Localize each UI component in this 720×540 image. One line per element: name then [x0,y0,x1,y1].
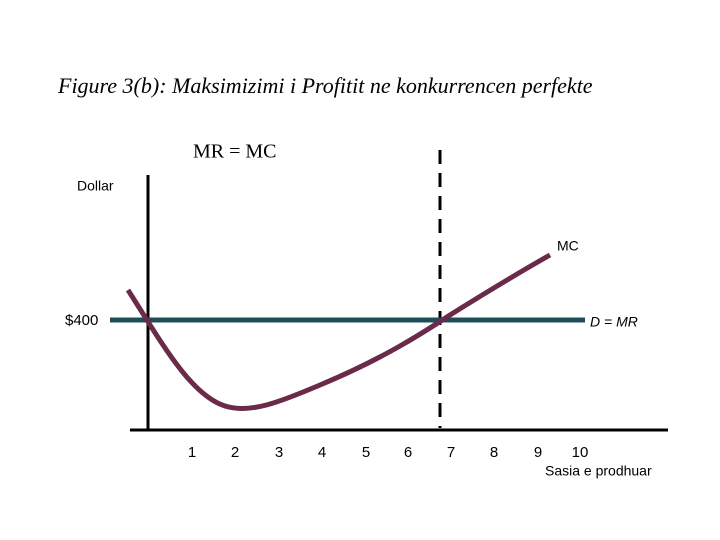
y-tick-label: $400 [65,312,98,329]
mc-curve [125,252,552,411]
title: Figure 3(b): Maksimizimi i Profitit ne k… [57,73,593,98]
x-tick-label: 5 [362,444,370,461]
x-tick-label: 4 [318,444,326,461]
annotation: MR = MC [193,141,277,163]
x-tick-label: 1 [188,444,196,461]
y-axis-label: Dollar [77,178,114,194]
x-tick-label: 9 [534,444,542,461]
x-tick-label: 7 [447,444,455,461]
x-tick-label: 3 [275,444,283,461]
x-axis-label: Sasia e prodhuar [545,463,652,479]
x-tick-labels: 1 2 3 4 5 6 7 8 9 10 [188,444,589,461]
x-tick-label: 8 [490,444,498,461]
x-tick-label: 6 [404,444,412,461]
mc-label: MC [557,238,579,254]
x-tick-label: 2 [231,444,239,461]
demand-label: D = MR [590,314,638,330]
x-tick-label: 10 [572,444,589,461]
